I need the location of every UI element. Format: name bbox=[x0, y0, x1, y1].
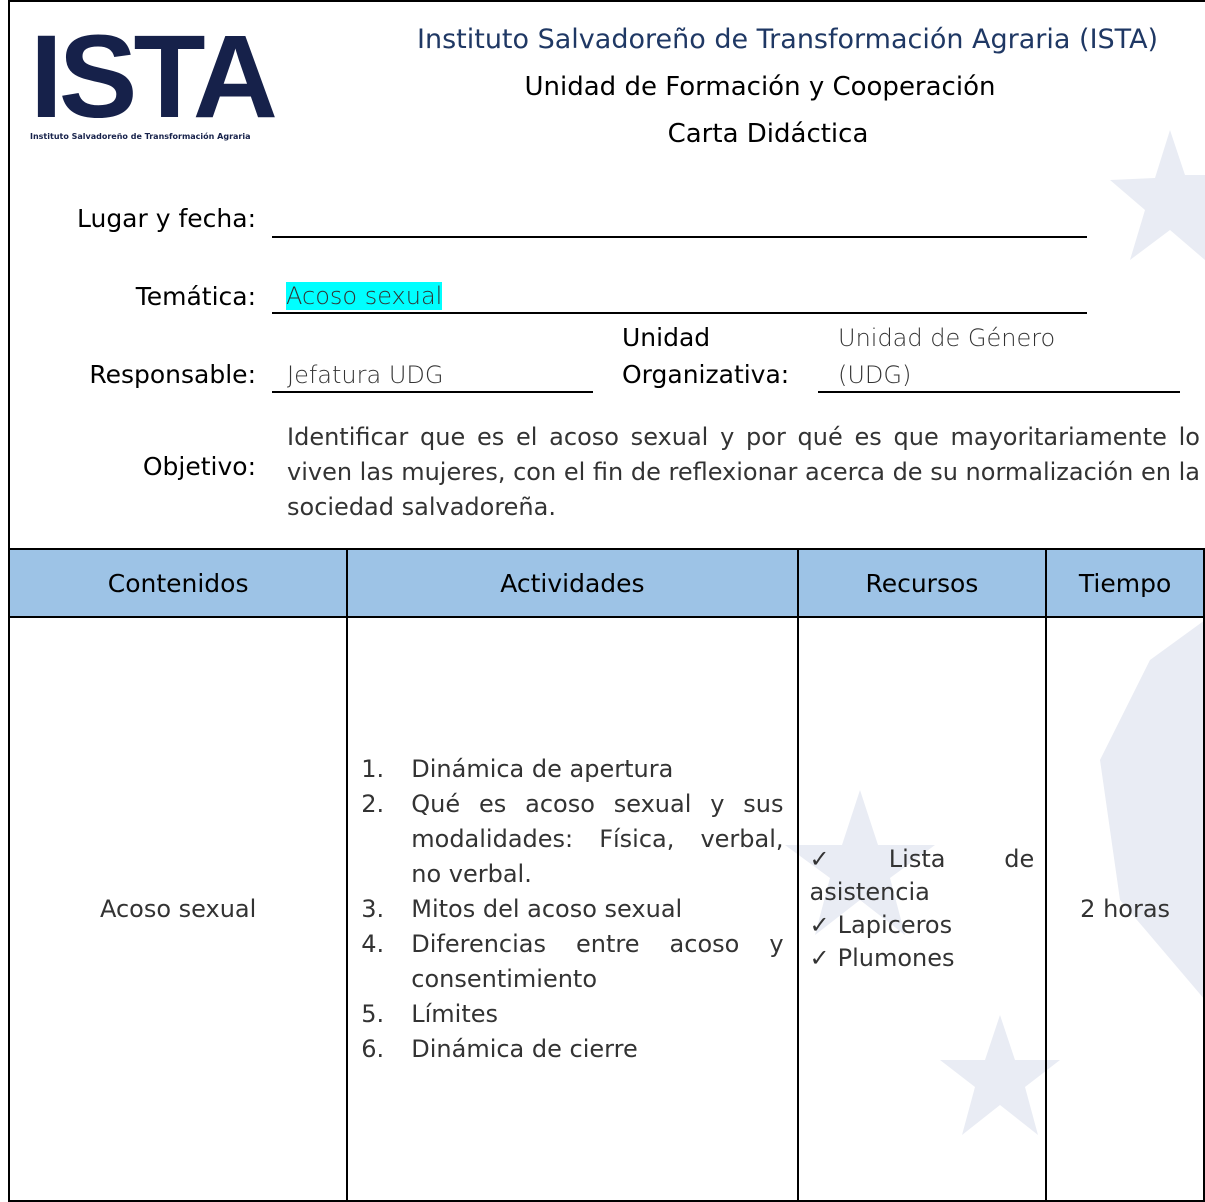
item-text: Qué es acoso sexual y sus modalidades: F… bbox=[411, 789, 784, 888]
field-line bbox=[272, 391, 593, 393]
cell: Acoso sexual bbox=[7, 616, 349, 1202]
logo-text: ISTA bbox=[30, 11, 278, 143]
activity-item: 3. Mitos del acoso sexual bbox=[349, 892, 783, 927]
activity-item: 1. Dinámica de apertura bbox=[349, 752, 783, 787]
column-header: Actividades bbox=[346, 548, 799, 618]
column-header: Recursos bbox=[796, 548, 1048, 618]
item-text: Diferencias entre acoso y consentimiento bbox=[411, 929, 784, 993]
resource-item: Plumones bbox=[800, 942, 1035, 975]
field-label: Organizativa: bbox=[622, 360, 790, 389]
subtitle: Unidad de Formación y Cooperación bbox=[524, 72, 996, 102]
field-line bbox=[272, 312, 1087, 314]
item-number: 6. bbox=[361, 1034, 385, 1063]
resource-item: Lista de asistencia bbox=[800, 843, 1035, 909]
item-text: Mitos del acoso sexual bbox=[411, 894, 683, 923]
activity-item: 2. Qué es acoso sexual y sus modalidades:… bbox=[349, 787, 783, 892]
activity-list: 1. Dinámica de apertura 2. Qué es acoso sex… bbox=[349, 752, 795, 1067]
item-number: 3. bbox=[361, 894, 385, 923]
header-row: Contenidos Actividades Recursos Tiempo bbox=[7, 548, 1205, 618]
item-number: 4. bbox=[361, 929, 385, 958]
cell: 2 horas bbox=[1045, 616, 1205, 1202]
activity-item: 6. Dinámica de cierre bbox=[349, 1032, 783, 1067]
activity-table: Contenidos Actividades Recursos Tiempo A… bbox=[7, 548, 1205, 1202]
field-label: Lugar y fecha: bbox=[76, 204, 256, 233]
field-label: Objetivo: bbox=[142, 452, 256, 481]
item-number: 2. bbox=[361, 789, 385, 818]
resource-item: Lapiceros bbox=[800, 909, 1035, 942]
item-text: Dinámica de apertura bbox=[411, 754, 674, 783]
title: Instituto Salvadoreño de Transformación … bbox=[417, 24, 1159, 55]
field-value: Unidad de Género bbox=[838, 324, 1056, 352]
item-number: 5. bbox=[361, 999, 385, 1028]
cell: 1. Dinámica de apertura 2. Qué es acoso sex… bbox=[346, 616, 799, 1202]
field-line bbox=[272, 236, 1087, 238]
field-label: Temática: bbox=[135, 282, 256, 311]
column-header: Tiempo bbox=[1045, 548, 1205, 618]
logo-caption: Instituto Salvadoreño de Transformación … bbox=[30, 132, 251, 141]
activity-item: 5. Límites bbox=[349, 997, 783, 1032]
field-value: Acoso sexual bbox=[286, 282, 443, 310]
field-label: Unidad bbox=[622, 323, 711, 352]
item-text: Dinámica de cierre bbox=[411, 1034, 638, 1063]
cell: Lista de asistenciaLapicerosPlumones bbox=[796, 616, 1048, 1202]
logo: ISTA Instituto Salvadoreño de Transforma… bbox=[30, 11, 290, 152]
doc-type: Carta Didáctica bbox=[667, 119, 869, 149]
field-line bbox=[818, 391, 1180, 393]
field-value: Jefatura UDG bbox=[287, 361, 444, 389]
field-label: Responsable: bbox=[89, 360, 256, 389]
item-number: 1. bbox=[361, 754, 385, 783]
field-value: (UDG) bbox=[838, 361, 912, 389]
column-header: Contenidos bbox=[7, 548, 349, 618]
item-text: Límites bbox=[411, 999, 499, 1028]
resource-list: Lista de asistenciaLapicerosPlumones bbox=[800, 843, 1045, 975]
table-row: Acoso sexual 1. Dinámica de apertura 2. Qué… bbox=[7, 616, 1205, 1202]
highlight: Acoso sexual bbox=[286, 282, 443, 310]
activity-item: 4. Diferencias entre acoso y consentimien… bbox=[349, 927, 783, 997]
objective-text: Identificar que es el acoso sexual y por… bbox=[287, 423, 1200, 521]
